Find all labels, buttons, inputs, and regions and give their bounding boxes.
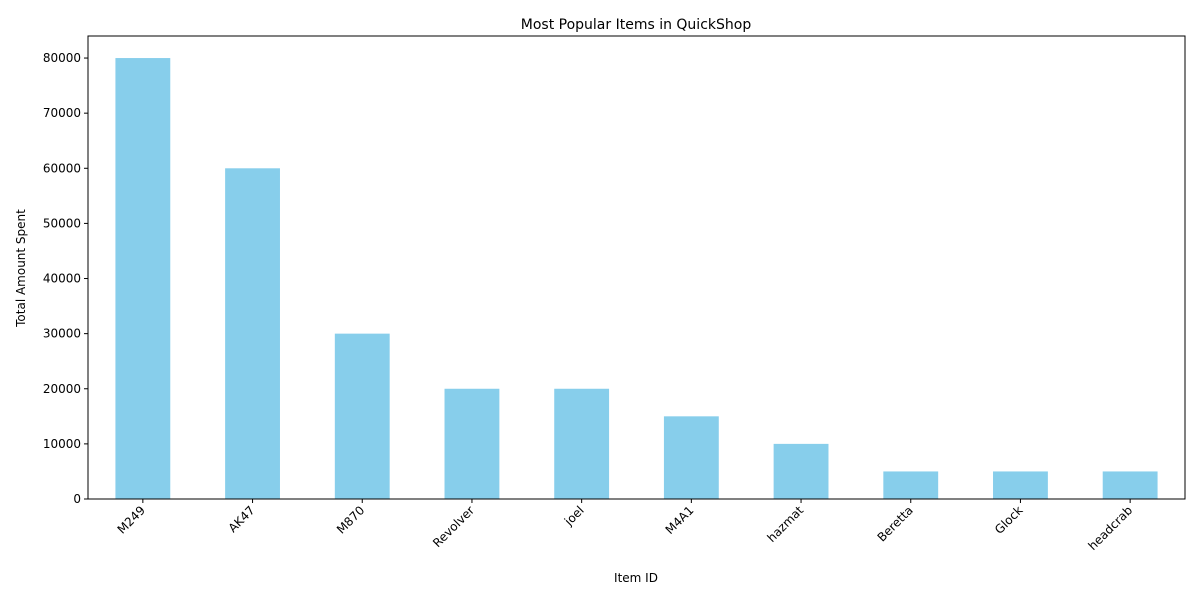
bar-AK47: [225, 168, 280, 500]
y-tick-label: 80000: [43, 51, 81, 65]
bar-hazmat: [773, 443, 829, 499]
bar-joel: [554, 388, 610, 499]
x-tick-label-headcrab: headcrab: [1085, 503, 1135, 553]
y-tick-label: 40000: [43, 272, 81, 286]
bar-M4A1: [663, 416, 719, 499]
y-tick-label: 10000: [43, 437, 81, 451]
x-tick-label-hazmat: hazmat: [764, 503, 806, 545]
y-tick-label: 70000: [43, 106, 81, 120]
y-tick-label: 30000: [43, 327, 81, 341]
y-tick-label: 20000: [43, 382, 81, 396]
x-axis-label: Item ID: [614, 571, 658, 585]
bars-group: [115, 58, 1158, 500]
bar-Beretta: [883, 471, 939, 499]
bar-Revolver: [444, 388, 500, 499]
x-tick-label-AK47: AK47: [226, 503, 258, 535]
x-tick-label-Beretta: Beretta: [875, 503, 916, 544]
chart-title: Most Popular Items in QuickShop: [521, 17, 752, 33]
x-axis-ticks: M249 AK47 M870 Revolver joel M4A1 hazmat Berett…: [115, 499, 1135, 553]
x-tick-label-M4A1: M4A1: [663, 503, 697, 537]
x-tick-label-Revolver: Revolver: [430, 503, 477, 550]
y-axis-ticks: 0 10000 20000 30000 40000 50000 60000 70000 8000…: [43, 51, 88, 506]
bar-headcrab: [1102, 471, 1158, 499]
bar-M870: [334, 333, 390, 499]
x-tick-label-Glock: Glock: [992, 503, 1026, 537]
plot-area-frame: [87, 35, 1186, 500]
x-tick-label-joel: joel: [561, 503, 587, 529]
y-tick-label: 50000: [43, 216, 81, 230]
y-tick-label: 60000: [43, 161, 81, 175]
x-tick-label-M870: M870: [334, 503, 367, 536]
bar-M249: [115, 58, 171, 500]
y-tick-label: 0: [73, 492, 81, 506]
y-axis-label: Total Amount Spent: [14, 209, 28, 328]
x-tick-label-M249: M249: [115, 503, 148, 536]
bar-Glock: [993, 471, 1048, 499]
